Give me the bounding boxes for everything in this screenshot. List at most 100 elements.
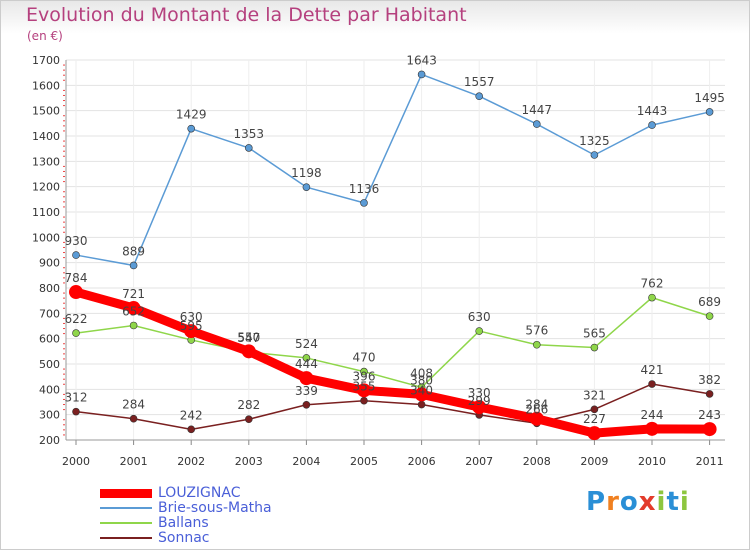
y-tick-label: 800 bbox=[39, 282, 60, 295]
data-label: 565 bbox=[583, 327, 606, 341]
legend-item: Sonnac bbox=[100, 530, 209, 546]
x-tick-label: 2004 bbox=[292, 455, 320, 468]
data-label: 1557 bbox=[464, 75, 495, 89]
data-point bbox=[590, 151, 599, 159]
data-point bbox=[587, 426, 602, 441]
legend-swatch bbox=[100, 507, 152, 509]
y-tick-label: 1600 bbox=[32, 79, 60, 92]
data-label: 299 bbox=[468, 394, 491, 408]
x-tick-label: 2009 bbox=[580, 455, 608, 468]
x-tick-label: 2006 bbox=[408, 455, 436, 468]
data-point bbox=[529, 411, 544, 426]
series-line-sonnac bbox=[75, 383, 711, 431]
logo-letter: i bbox=[679, 487, 690, 517]
data-label: 382 bbox=[698, 373, 721, 387]
data-label: 547 bbox=[237, 331, 260, 345]
x-tick-label: 2005 bbox=[350, 455, 378, 468]
data-label: 282 bbox=[237, 398, 260, 412]
legend-swatch bbox=[100, 522, 152, 524]
data-label: 1198 bbox=[291, 166, 322, 180]
data-label: 1136 bbox=[349, 182, 380, 196]
chart-title: Evolution du Montant de la Dette par Hab… bbox=[26, 4, 467, 26]
data-label: 524 bbox=[295, 337, 318, 351]
legend-label: LOUZIGNAC bbox=[158, 485, 241, 501]
data-label: 1495 bbox=[694, 91, 725, 105]
legend-swatch bbox=[100, 488, 152, 498]
data-point bbox=[414, 387, 429, 402]
data-point bbox=[302, 183, 311, 191]
data-label: 266 bbox=[525, 402, 548, 416]
y-tick-label: 400 bbox=[39, 383, 60, 396]
data-point bbox=[702, 422, 717, 437]
y-tick-label: 1000 bbox=[32, 231, 60, 244]
data-point bbox=[245, 415, 253, 424]
legend-swatch bbox=[100, 537, 152, 539]
data-point bbox=[129, 321, 138, 330]
data-point bbox=[532, 340, 541, 349]
data-point bbox=[417, 70, 426, 79]
data-label: 244 bbox=[641, 408, 664, 422]
x-tick-label: 2010 bbox=[638, 455, 666, 468]
data-point bbox=[705, 312, 714, 320]
x-tick-label: 2011 bbox=[696, 455, 724, 468]
y-tick-label: 900 bbox=[39, 257, 60, 270]
data-point bbox=[72, 329, 80, 337]
x-tick-label: 2000 bbox=[62, 455, 90, 468]
data-label: 630 bbox=[468, 310, 491, 324]
data-label: 312 bbox=[65, 391, 88, 405]
legend-label: Brie-sous-Matha bbox=[158, 500, 272, 516]
data-point bbox=[417, 400, 426, 409]
data-point bbox=[245, 144, 253, 152]
data-label: 1443 bbox=[637, 104, 668, 118]
data-point bbox=[648, 293, 656, 302]
x-tick-label: 2003 bbox=[235, 455, 263, 468]
x-tick-label: 2001 bbox=[120, 455, 148, 468]
data-point bbox=[475, 327, 484, 335]
data-label: 689 bbox=[698, 295, 721, 309]
data-point bbox=[590, 343, 599, 352]
y-tick-label: 1400 bbox=[32, 130, 60, 143]
y-tick-label: 1500 bbox=[32, 105, 60, 118]
series-line-louzignac bbox=[71, 287, 715, 438]
y-tick-label: 700 bbox=[39, 307, 60, 320]
x-tick-label: 2008 bbox=[523, 455, 551, 468]
data-point bbox=[126, 301, 141, 316]
data-label: 355 bbox=[353, 380, 376, 394]
data-point bbox=[648, 121, 656, 129]
data-label: 721 bbox=[122, 287, 145, 301]
series-line-brie-sous-matha bbox=[75, 73, 711, 267]
data-label: 330 bbox=[468, 386, 491, 400]
data-label: 408 bbox=[410, 366, 433, 380]
data-point bbox=[472, 400, 487, 415]
y-tick-label: 600 bbox=[39, 333, 60, 346]
data-label: 1325 bbox=[579, 134, 610, 148]
data-label: 1643 bbox=[406, 53, 437, 67]
data-point bbox=[360, 396, 368, 405]
data-point bbox=[129, 261, 138, 270]
data-point bbox=[299, 371, 314, 386]
logo-letter: r bbox=[606, 487, 620, 517]
data-point bbox=[129, 414, 138, 423]
chart-subtitle: (en €) bbox=[27, 29, 63, 43]
data-point bbox=[302, 354, 311, 362]
data-point bbox=[532, 120, 541, 128]
data-point bbox=[705, 108, 714, 116]
data-label: 1429 bbox=[176, 108, 207, 122]
logo-letter: P bbox=[586, 487, 607, 517]
data-point bbox=[357, 383, 371, 398]
data-point bbox=[590, 405, 599, 414]
data-point bbox=[302, 400, 311, 409]
data-label: 470 bbox=[353, 351, 376, 365]
data-point bbox=[360, 367, 368, 376]
data-label: 889 bbox=[122, 244, 145, 258]
data-label: 1447 bbox=[522, 103, 553, 117]
data-label: 242 bbox=[180, 408, 203, 422]
proxiti-logo: Proxiti bbox=[586, 487, 690, 517]
data-label: 622 bbox=[65, 312, 88, 326]
data-label: 339 bbox=[295, 384, 318, 398]
data-label: 321 bbox=[583, 388, 606, 402]
data-point bbox=[184, 324, 199, 339]
y-tick-label: 500 bbox=[39, 358, 60, 371]
data-label: 930 bbox=[65, 234, 88, 248]
